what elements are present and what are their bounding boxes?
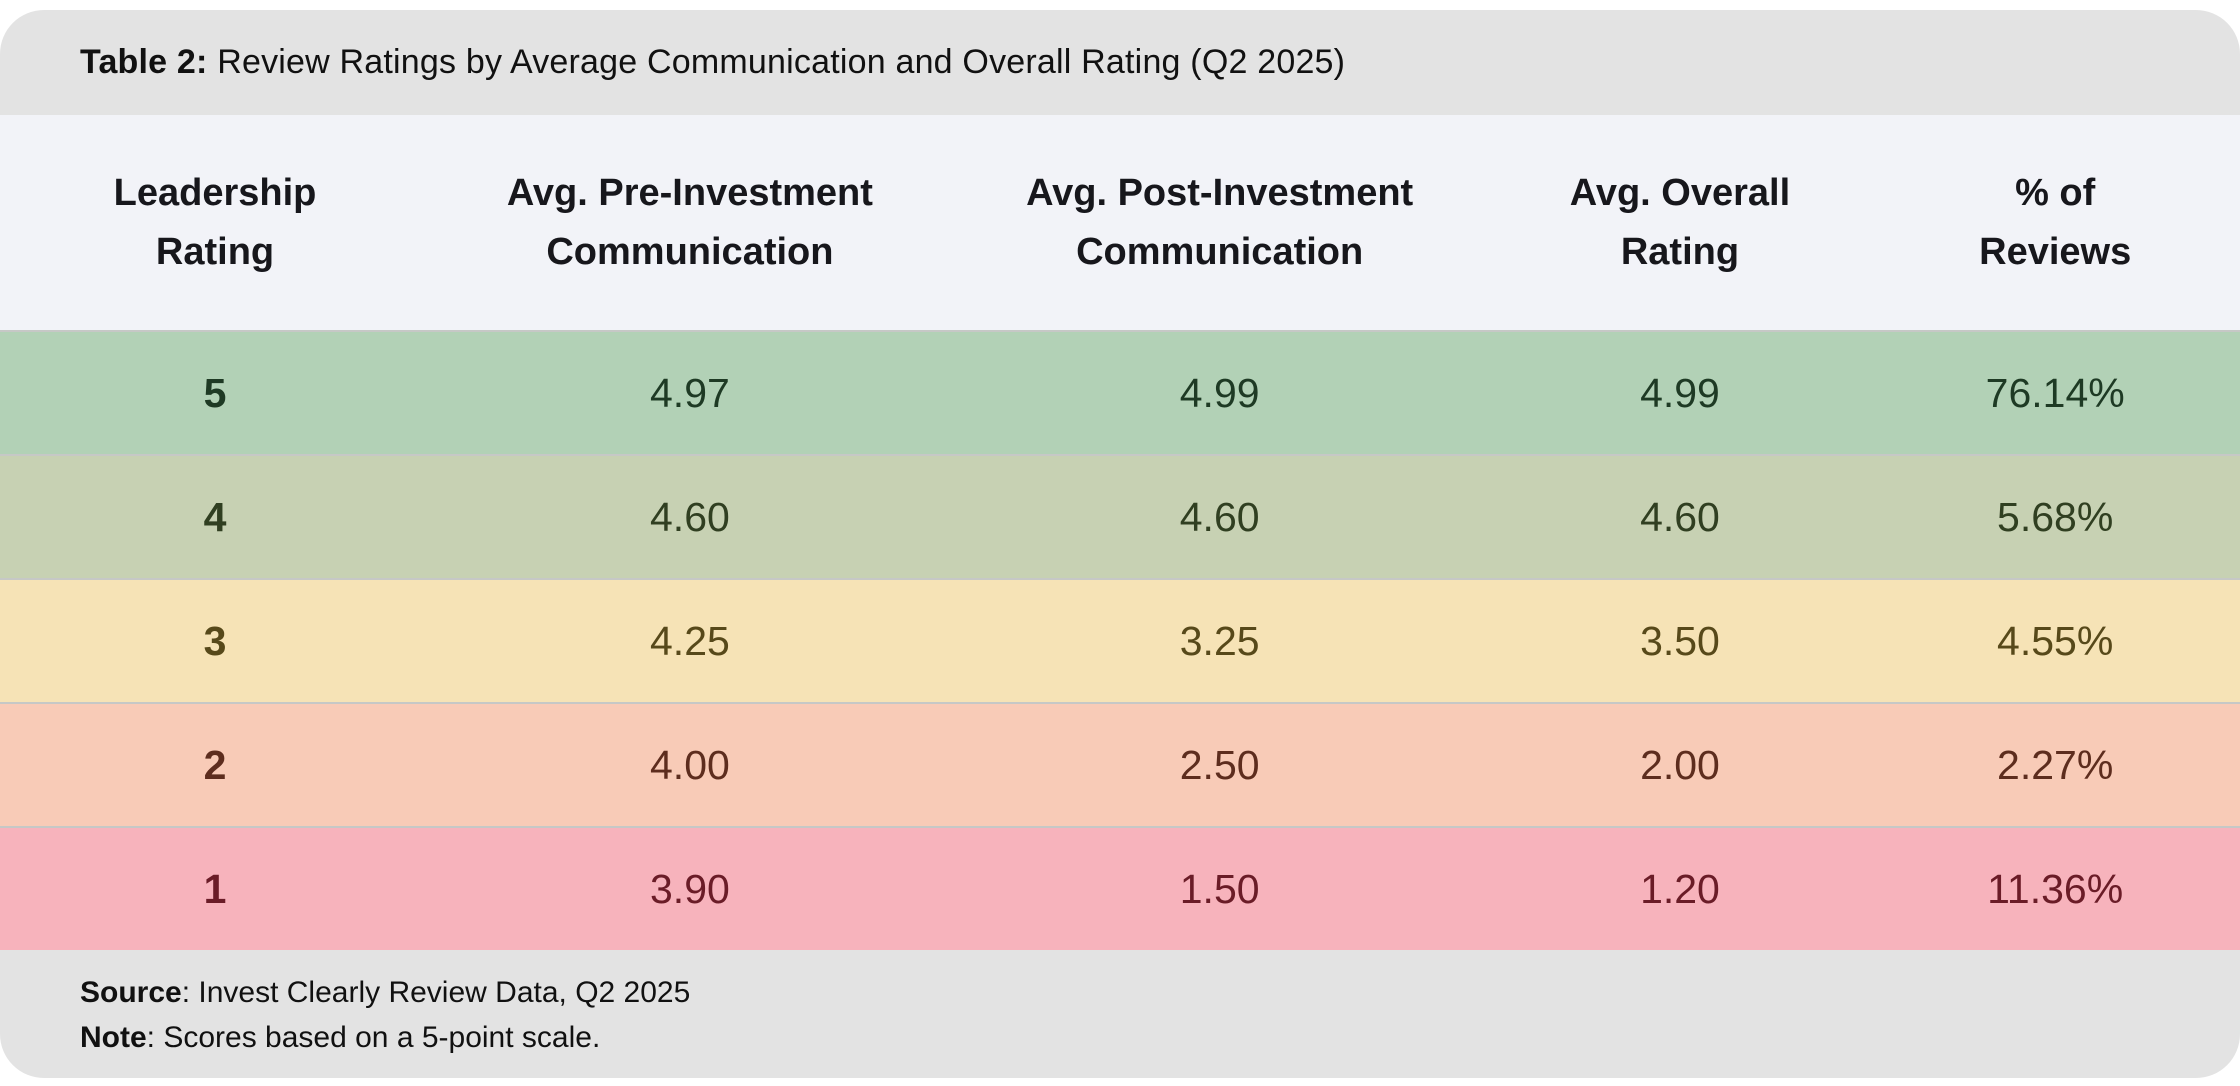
table-title-label: Table 2: bbox=[80, 43, 208, 81]
cell-pct-of-reviews: 5.68% bbox=[1997, 493, 2114, 540]
cell-leadership-rating: 4 bbox=[203, 493, 227, 540]
cell-post-investment-communication: 1.50 bbox=[1179, 865, 1260, 912]
cell-post-investment-communication: 4.60 bbox=[1179, 493, 1260, 540]
cell-leadership-rating: 2 bbox=[203, 741, 227, 788]
table-row-rating-5: 5 4.97 4.99 4.99 76.14% bbox=[0, 330, 2240, 454]
note-line: Note: Scores based on a 5-point scale. bbox=[80, 1015, 2240, 1060]
cell-pct-of-reviews: 76.14% bbox=[1985, 369, 2125, 416]
cell-overall-rating: 2.00 bbox=[1640, 741, 1720, 788]
cell-pct-of-reviews: 11.36% bbox=[1987, 865, 2124, 912]
cell-leadership-rating: 1 bbox=[203, 865, 227, 912]
table-title: Table 2: Review Ratings by Average Commu… bbox=[80, 43, 1345, 82]
cell-pct-of-reviews: 2.27% bbox=[1997, 741, 2114, 788]
note-text: : Scores based on a 5-point scale. bbox=[146, 1021, 601, 1054]
table-title-bar: Table 2: Review Ratings by Average Commu… bbox=[0, 10, 2240, 115]
cell-overall-rating: 4.99 bbox=[1640, 369, 1720, 416]
cell-leadership-rating: 3 bbox=[203, 617, 227, 664]
cell-leadership-rating: 5 bbox=[203, 369, 227, 416]
table-row-rating-2: 2 4.00 2.50 2.00 2.27% bbox=[0, 702, 2240, 826]
cell-pre-investment-communication: 4.00 bbox=[650, 741, 730, 788]
source-line: Source: Invest Clearly Review Data, Q2 2… bbox=[80, 970, 2240, 1015]
column-header-pct-of-reviews: % of Reviews bbox=[1979, 171, 2132, 273]
table-header-row: Leadership Rating Avg. Pre-Investment Co… bbox=[0, 115, 2240, 330]
note-label: Note bbox=[80, 1021, 147, 1054]
table-row-rating-1: 1 3.90 1.50 1.20 11.36% bbox=[0, 826, 2240, 950]
source-text: : Invest Clearly Review Data, Q2 2025 bbox=[181, 976, 691, 1009]
column-header-pre-investment-communication: Avg. Pre-Investment Communication bbox=[506, 171, 873, 273]
table-figure-card: Table 2: Review Ratings by Average Commu… bbox=[0, 10, 2240, 1078]
table-footer-bar: Source: Invest Clearly Review Data, Q2 2… bbox=[0, 950, 2240, 1078]
cell-pre-investment-communication: 4.97 bbox=[650, 369, 730, 416]
cell-overall-rating: 3.50 bbox=[1640, 617, 1720, 664]
cell-pre-investment-communication: 3.90 bbox=[650, 865, 730, 912]
table-row-rating-3: 3 4.25 3.25 3.50 4.55% bbox=[0, 578, 2240, 702]
cell-post-investment-communication: 2.50 bbox=[1179, 741, 1260, 788]
source-label: Source bbox=[80, 976, 182, 1009]
column-header-overall-rating: Avg. Overall Rating bbox=[1569, 171, 1791, 273]
cell-pct-of-reviews: 4.55% bbox=[1997, 617, 2114, 664]
cell-pre-investment-communication: 4.60 bbox=[650, 493, 730, 540]
column-header-leadership-rating: Leadership Rating bbox=[113, 171, 317, 273]
cell-post-investment-communication: 3.25 bbox=[1179, 617, 1260, 664]
cell-pre-investment-communication: 4.25 bbox=[650, 617, 730, 664]
cell-overall-rating: 1.20 bbox=[1640, 865, 1720, 912]
table-title-text: Review Ratings by Average Communication … bbox=[207, 43, 1346, 81]
cell-post-investment-communication: 4.99 bbox=[1179, 369, 1260, 416]
column-header-post-investment-communication: Avg. Post-Investment Communication bbox=[1026, 171, 1414, 273]
table-row-rating-4: 4 4.60 4.60 4.60 5.68% bbox=[0, 454, 2240, 578]
cell-overall-rating: 4.60 bbox=[1640, 493, 1720, 540]
